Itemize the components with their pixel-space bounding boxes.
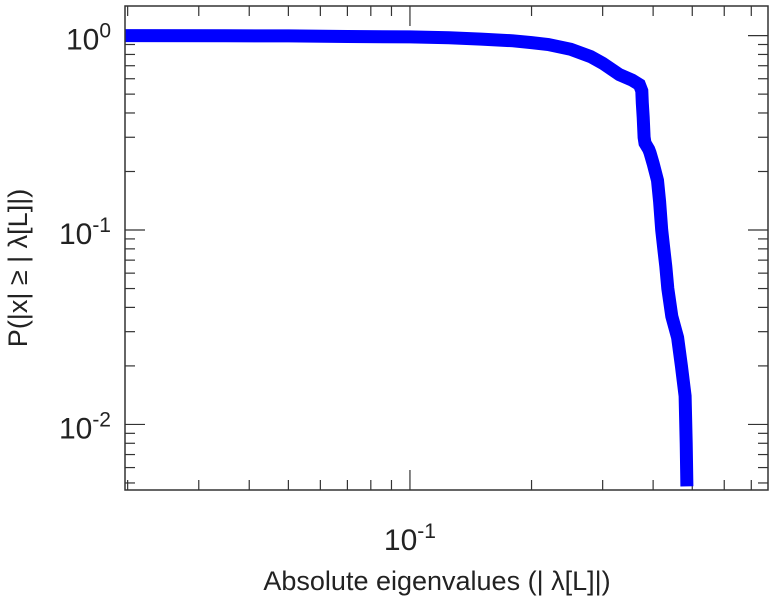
x-axis-title: Absolute eigenvalues (| λ[L]|) [263,566,610,596]
y-tick-label: 10-2 [59,408,111,445]
series-line [124,29,694,487]
series-layer [124,29,694,487]
axis-ticks [125,6,768,490]
plot-frame [124,5,769,491]
x-tick-label: 10-1 [384,520,436,557]
y-tick-label: 10-1 [59,214,111,251]
tick-labels: 10-1 100 10-1 10-2 [59,20,436,557]
y-tick-label: 100 [66,20,111,57]
y-axis-title: P(|x| ≥ | λ[L]|) [3,189,33,347]
